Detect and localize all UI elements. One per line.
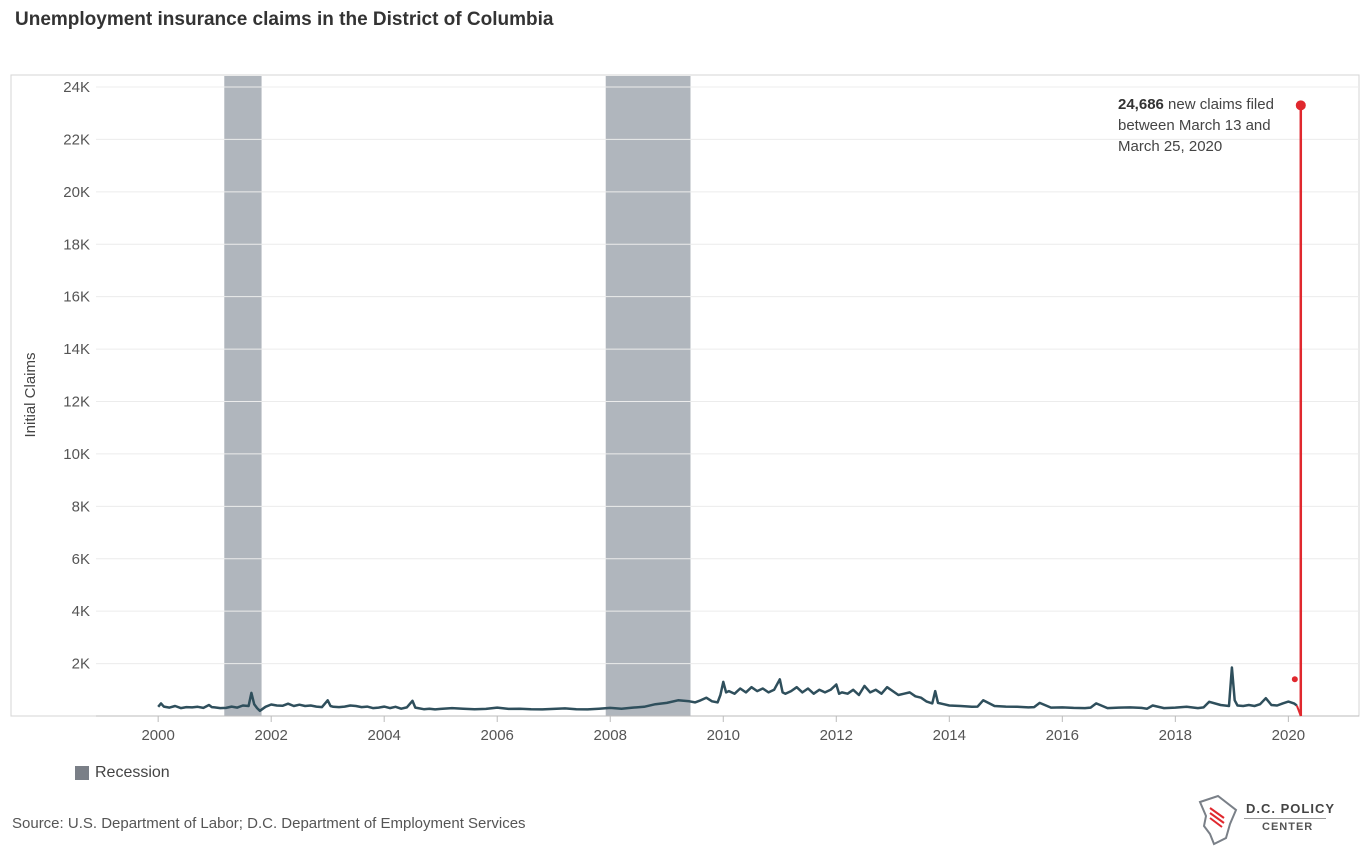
y-tick-label: 4K: [72, 603, 90, 620]
pre-spike-point: [1291, 676, 1298, 683]
y-tick-label: 18K: [63, 236, 90, 253]
y-tick-label: 14K: [63, 341, 90, 358]
recession-bands: [224, 76, 691, 716]
recession-band-2: [605, 76, 691, 716]
y-tick-label: 10K: [63, 446, 90, 463]
y-axis-label: Initial Claims: [22, 352, 39, 437]
x-tick-label: 2012: [820, 727, 853, 744]
x-tick-label: 2002: [254, 727, 287, 744]
x-tick-label: 2006: [481, 727, 514, 744]
x-axis-ticks: 2000 2002 2004 2006 2008 2010 2012 2014 2016 2018…: [141, 716, 1305, 744]
x-tick-label: 2018: [1159, 727, 1192, 744]
highlight-marker: [1291, 100, 1306, 717]
claims-series-line: [157, 666, 1298, 713]
y-tick-label: 24K: [63, 79, 90, 96]
logo-line-1: D.C. POLICY: [1246, 801, 1336, 816]
y-tick-label: 12K: [63, 394, 90, 411]
annotation-value: 24,686: [1118, 96, 1164, 113]
y-axis-ticks: 2K 4K 6K 8K 10K 12K 14K 16K 18K 20K 22K 24K: [63, 79, 90, 673]
x-tick-label: 2020: [1272, 727, 1305, 744]
y-tick-label: 20K: [63, 184, 90, 201]
gridlines: [96, 86, 1359, 665]
x-tick-label: 2004: [368, 727, 401, 744]
recession-band-1: [224, 76, 262, 716]
dc-policy-center-logo: D.C. POLICY CENTER: [1196, 792, 1336, 848]
x-tick-label: 2014: [933, 727, 966, 744]
chart-title: Unemployment insurance claims in the Dis…: [15, 9, 554, 30]
y-tick-label: 2K: [72, 656, 90, 673]
y-tick-label: 6K: [72, 551, 90, 568]
x-tick-label: 2016: [1046, 727, 1079, 744]
y-tick-label: 16K: [63, 289, 90, 306]
annotation-text: new claims filed between March 13 and Ma…: [1118, 96, 1274, 155]
x-tick-label: 2000: [141, 727, 174, 744]
source-note: Source: U.S. Department of Labor; D.C. D…: [12, 815, 526, 832]
dc-map-icon: [1198, 794, 1238, 846]
x-tick-label: 2008: [594, 727, 627, 744]
logo-line-2: CENTER: [1262, 821, 1314, 833]
recession-swatch: [75, 766, 89, 780]
y-tick-label: 8K: [72, 498, 90, 515]
spike-annotation: 24,686 new claims filed between March 13…: [1118, 94, 1288, 157]
y-tick-label: 22K: [63, 131, 90, 148]
logo-divider: [1244, 818, 1326, 819]
spike-point: [1295, 100, 1306, 111]
legend: Recession: [75, 764, 170, 782]
legend-label: Recession: [95, 764, 170, 781]
x-tick-label: 2010: [707, 727, 740, 744]
